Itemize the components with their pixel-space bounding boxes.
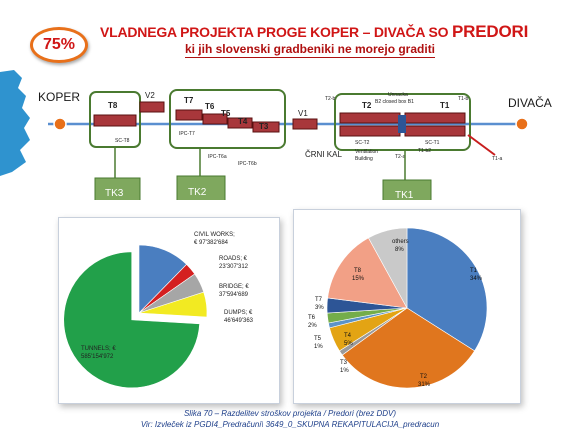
t1-percent: 34% xyxy=(470,276,483,282)
divaca-label: DIVAČA xyxy=(508,95,552,110)
svg-text:T1-b2: T1-b2 xyxy=(418,148,431,154)
civil-works-label: CIVIL WORKS; xyxy=(194,232,235,238)
pie-slice-t2 xyxy=(341,307,475,389)
roads-label: ROADS; € xyxy=(219,256,248,262)
pie-slice-t1 xyxy=(406,227,488,352)
svg-text:B2 closed box B1: B2 closed box B1 xyxy=(375,99,414,105)
svg-text:Ventilation: Ventilation xyxy=(355,149,378,155)
page-subtitle: ki jih slovenski gradbeniki ne morejo gr… xyxy=(184,42,436,58)
svg-text:T1: T1 xyxy=(440,101,450,110)
koper-label: KOPER xyxy=(38,90,80,104)
t8-percent: 15% xyxy=(352,276,365,282)
tunnel-t8: T8 SC-T8 xyxy=(93,101,137,144)
svg-text:T2: T2 xyxy=(362,101,372,110)
viaduct-v2 xyxy=(139,101,165,113)
t2-percent: 31% xyxy=(418,382,431,388)
figure-caption: Slika 70 – Razdelitev stroškov projekta … xyxy=(183,409,397,418)
t1a-branch xyxy=(467,134,496,156)
roads-value: 23'307'312 xyxy=(219,264,249,270)
pie-slice-dumps xyxy=(138,291,208,318)
section-box-tk2 xyxy=(169,89,286,149)
svg-text:T6: T6 xyxy=(205,102,215,111)
svg-text:SC-T1: SC-T1 xyxy=(425,140,440,146)
t6-percent: 2% xyxy=(308,323,317,329)
t1-label: T1 xyxy=(470,268,478,274)
t5-percent: 1% xyxy=(314,344,323,350)
others-percent: 8% xyxy=(395,247,404,253)
svg-text:T7: T7 xyxy=(184,96,194,105)
railway-schematic: KOPER DIVAČA T8 SC-T8 V2 T7 T6 T5 T4 T3 … xyxy=(0,70,552,200)
divaca-station xyxy=(515,117,529,131)
svg-text:T5: T5 xyxy=(221,109,231,118)
tunnels-label: TUNNELS; € xyxy=(81,346,116,352)
t8-label: T8 xyxy=(354,268,362,274)
pie-slice-others xyxy=(368,227,408,309)
cost-breakdown-panel: CIVIL WORKS; € 97'382'684 ROADS; € 23'30… xyxy=(58,217,280,404)
svg-text:IPC-T6a: IPC-T6a xyxy=(208,154,227,160)
contract-box-tk1 xyxy=(382,179,432,200)
svg-text:Unnacka: Unnacka xyxy=(388,92,408,98)
svg-text:T4: T4 xyxy=(238,117,248,126)
svg-text:T2-a: T2-a xyxy=(395,154,406,160)
civil-works-value: € 97'382'684 xyxy=(194,240,229,246)
koper-station xyxy=(53,117,67,131)
tunnel-breakdown-pie: T1 34% T2 31% T3 1% T4 5% T5 1% T6 2% T7… xyxy=(308,227,488,389)
svg-text:T1-b: T1-b xyxy=(458,96,469,102)
v2-label: V2 xyxy=(145,91,155,100)
viaduct-v1 xyxy=(292,118,318,130)
tk2-label: TK2 xyxy=(188,187,207,198)
svg-text:IPC-T6b: IPC-T6b xyxy=(238,161,257,167)
dumps-value: 46'649'363 xyxy=(224,318,254,324)
tk1-label: TK1 xyxy=(395,190,414,200)
percent-badge: 75% xyxy=(30,27,88,63)
t5-label: T5 xyxy=(314,336,322,342)
cost-breakdown-pie: CIVIL WORKS; € 97'382'684 ROADS; € 23'30… xyxy=(63,232,254,389)
v1-label: V1 xyxy=(298,109,308,118)
pie-slice-tunnels xyxy=(63,251,200,389)
tunnels-value: 585'154'972 xyxy=(81,354,114,360)
tunnels-t2-t1: T2 T1 Unnacka B2 closed box B1 SC-T2 SC-… xyxy=(325,92,503,162)
svg-text:IPC-T7: IPC-T7 xyxy=(179,131,195,137)
svg-text:T3: T3 xyxy=(259,122,269,131)
t3-label: T3 xyxy=(340,360,348,366)
bridge-value: 37'594'689 xyxy=(219,292,249,298)
pie-slice-t8 xyxy=(327,237,408,309)
dumps-label: DUMPS; € xyxy=(224,310,253,316)
coastline xyxy=(0,70,30,176)
page-title: VLADNEGA PROJEKTA PROGE KOPER – DIVAČA S… xyxy=(100,22,529,41)
svg-text:T1-a: T1-a xyxy=(492,156,503,162)
contract-box-tk2 xyxy=(176,175,226,200)
svg-text:T2-b: T2-b xyxy=(325,96,336,102)
figure-source: Vir: Izvleček iz PGDI4_Predračuni\ 3649_… xyxy=(140,420,440,429)
crni-kal-label: ČRNI KAL xyxy=(305,150,342,159)
t3-percent: 1% xyxy=(340,368,349,374)
tunnels-t7-t3: T7 T6 T5 T4 T3 IPC-T7 IPC-T6a IPC-T6b xyxy=(175,96,280,167)
svg-text:T8: T8 xyxy=(108,101,118,110)
section-box-tk1 xyxy=(334,93,471,151)
t2-label: T2 xyxy=(420,374,428,380)
t6-label: T6 xyxy=(308,315,316,321)
svg-text:Building: Building xyxy=(355,156,373,162)
svg-text:SC-T8: SC-T8 xyxy=(115,138,130,144)
contract-box-tk3 xyxy=(94,177,141,200)
bridge-label: BRIDGE; € xyxy=(219,284,249,290)
t7-label: T7 xyxy=(315,297,323,303)
others-label: others xyxy=(392,239,409,245)
svg-text:SC-T2: SC-T2 xyxy=(355,140,370,146)
tunnel-breakdown-panel: T1 34% T2 31% T3 1% T4 5% T5 1% T6 2% T7… xyxy=(293,209,521,404)
t4-percent: 5% xyxy=(344,341,353,347)
t7-percent: 3% xyxy=(315,305,324,311)
tk3-label: TK3 xyxy=(105,188,124,199)
t4-label: T4 xyxy=(344,333,352,339)
